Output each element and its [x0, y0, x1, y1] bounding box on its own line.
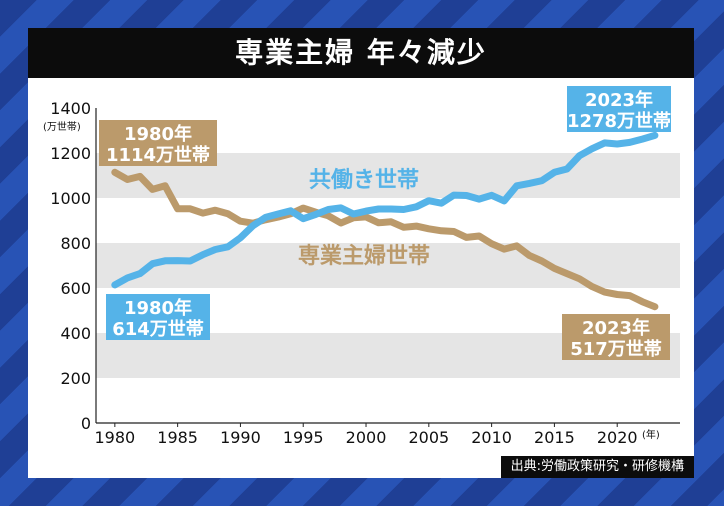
callouts: 1980年1114万世帯1980年614万世帯2023年1278万世帯2023年…: [99, 86, 671, 360]
y-tick-label: 1400: [50, 99, 91, 118]
housewife-line: [111, 168, 659, 311]
housewife-1980-callout-box: [99, 120, 217, 166]
x-tick-label: 1985: [157, 428, 198, 447]
x-tick-label: 1980: [94, 428, 135, 447]
y-axis-ticks: 0 200 400 600 800 1000 1200 1400: [50, 99, 91, 433]
x-tick-label: 1990: [220, 428, 261, 447]
source-label: 出典:労働政策研究・研修機構: [500, 456, 694, 478]
x-tick-label: 2010: [471, 428, 512, 447]
x-tick-label: 2020: [597, 428, 638, 447]
housewife-1980-callout-year: 1980年: [124, 123, 192, 145]
dual-income-line: [111, 131, 659, 289]
y-tick-label: 800: [60, 234, 91, 253]
dual-2023-callout-box: [567, 86, 671, 132]
dual-2023-callout-year: 2023年: [585, 89, 653, 111]
housewife-series-label: 専業主婦世帯: [298, 243, 430, 269]
y-tick-label: 1000: [50, 189, 91, 208]
y-tick-label: 200: [60, 369, 91, 388]
x-tick-label: 2000: [346, 428, 387, 447]
y-tick-label: 600: [60, 279, 91, 298]
x-tick-label: 2005: [408, 428, 449, 447]
dual-series-label: 共働き世帯: [309, 167, 419, 193]
x-axis-unit: (年): [642, 428, 660, 441]
y-tick-label: 400: [60, 324, 91, 343]
chart-axes: [95, 108, 680, 424]
housewife-2023-callout-year: 2023年: [582, 317, 650, 339]
x-axis-ticks: 1980 1985 1990 1995 2000 2005 2010 2015 2020: [94, 423, 638, 447]
dual-2023-callout-value: 1278万世帯: [567, 110, 671, 132]
y-tick-label: 1200: [50, 144, 91, 163]
housewife-2023-callout-box: [562, 314, 670, 360]
dual-1980-callout-box: [106, 294, 210, 340]
y-axis-unit: (万世帯): [43, 120, 81, 133]
x-tick-label: 1995: [283, 428, 324, 447]
housewife-1980-callout-value: 1114万世帯: [106, 144, 210, 166]
y-tick-label: 0: [81, 414, 91, 433]
housewife-2023-callout-value: 517万世帯: [570, 338, 662, 360]
x-tick-label: 2015: [534, 428, 575, 447]
chart-title: 専業主婦 年々減少: [28, 28, 694, 78]
series-lines: [111, 131, 659, 311]
dual-1980-callout-value: 614万世帯: [112, 318, 204, 340]
dual-1980-callout-year: 1980年: [124, 297, 192, 319]
